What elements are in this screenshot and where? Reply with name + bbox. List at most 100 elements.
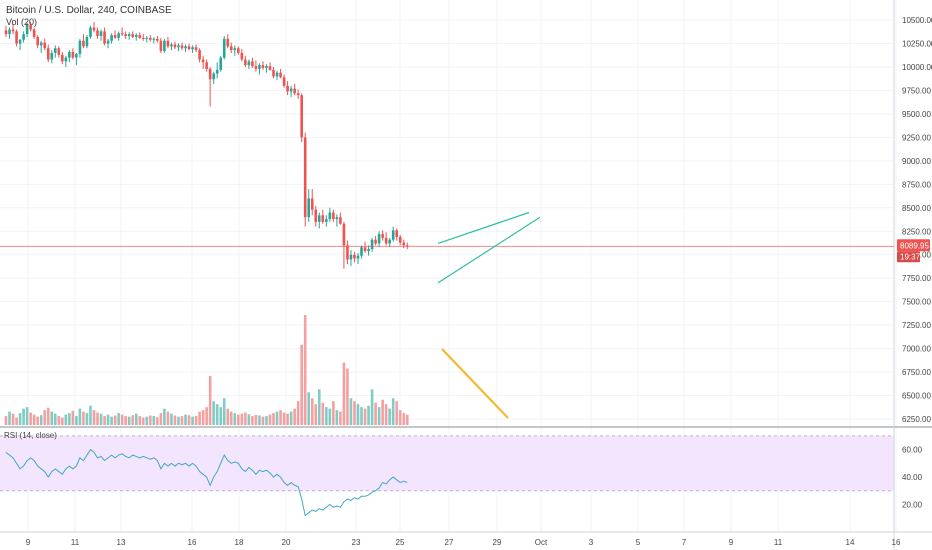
volume-bar [328, 408, 332, 425]
wedge-lower-trendline[interactable] [437, 216, 541, 284]
candle-body [222, 38, 226, 58]
volume-bar [68, 413, 71, 425]
volume-bar [300, 344, 303, 425]
candle-body [124, 34, 127, 37]
candle-body [18, 39, 22, 44]
price-tick-label: 10250.00 [902, 40, 932, 49]
candle-body [184, 46, 187, 49]
volume-bar [184, 414, 187, 425]
candle-body [85, 36, 89, 47]
rsi-indicator-label[interactable]: RSI (14, close) [4, 431, 57, 440]
candle-body [32, 29, 36, 37]
candle-body [244, 59, 247, 66]
volume-bar [149, 415, 152, 425]
volume-bar [398, 410, 402, 425]
candle-body [405, 245, 409, 247]
volume-bar [244, 412, 247, 425]
volume-bar [363, 408, 367, 425]
wedge-upper-trendline[interactable] [437, 211, 530, 245]
price-tick-label: 9500.00 [902, 110, 931, 119]
rsi-axis[interactable]: 60.00 40.00 20.00 [902, 446, 923, 510]
volume-bar [78, 408, 82, 425]
time-tick-label: 25 [396, 538, 405, 547]
candle-body [61, 54, 64, 62]
volume-bar [237, 414, 240, 425]
candle-body [152, 38, 156, 40]
volume-bar [187, 415, 191, 425]
volume-bar [233, 413, 237, 425]
candle-body [166, 40, 170, 47]
volume-bar [180, 416, 184, 425]
volume-bar [272, 413, 275, 425]
volume-bar [310, 398, 314, 425]
candle-body [307, 198, 311, 218]
volume-bar [314, 404, 318, 425]
candle-body [317, 215, 321, 222]
price-axis[interactable]: 10500.00 10250.00 10000.00 9750.00 9500.00 92… [902, 16, 932, 424]
countdown-box [897, 251, 920, 263]
price-tick-label: 6500.00 [902, 392, 931, 401]
volume-trendline[interactable] [441, 348, 509, 419]
candle-body [208, 68, 212, 80]
volume-bar [275, 411, 279, 425]
volume-bar [92, 410, 96, 425]
candle-body [64, 57, 68, 62]
candle-body [268, 66, 272, 70]
candle-body [149, 37, 152, 40]
candle-body [346, 245, 349, 260]
candle-body [205, 62, 208, 69]
candle-body [342, 223, 346, 246]
volume-bar [356, 404, 360, 425]
volume-bar [212, 401, 215, 425]
symbol-title[interactable]: Bitcoin / U.S. Dollar, 240, COINBASE [6, 5, 172, 16]
candle-body [381, 234, 384, 238]
candle-body [335, 217, 339, 220]
candle-body [177, 45, 180, 48]
time-tick-label: 23 [352, 538, 361, 547]
time-tick-label: Oct [535, 538, 548, 547]
candle-body [110, 35, 113, 41]
candle-body [170, 44, 173, 47]
volume-bar [32, 414, 36, 425]
volume-bar [282, 412, 286, 425]
time-axis[interactable]: 9 11 13 16 18 20 23 25 27 29 Oct 3 5 7 9 11 14 16 [26, 538, 901, 547]
candle-body [388, 239, 391, 244]
volume-bar [215, 404, 219, 425]
volume-bar [335, 410, 339, 425]
volume-bar [229, 411, 233, 425]
volume-bar [286, 413, 289, 425]
price-tick-label: 7250.00 [902, 321, 931, 330]
candle-body [43, 42, 47, 49]
candle-body [215, 69, 219, 74]
candle-body [363, 247, 367, 251]
volume-bar [22, 408, 25, 425]
drawing-tools[interactable] [437, 211, 541, 419]
volume-bar [36, 416, 39, 425]
time-tick-label: 9 [26, 538, 31, 547]
rsi-tick-label: 60.00 [902, 446, 923, 455]
volume-bar [289, 411, 293, 425]
candle-body [50, 52, 54, 60]
volume-bar [117, 413, 120, 425]
volume-bar [395, 401, 399, 425]
candle-body [300, 95, 303, 138]
candle-body [229, 46, 233, 51]
price-tick-label: 7500.00 [902, 298, 931, 307]
volume-bar [82, 411, 85, 425]
current-price-box [897, 239, 930, 252]
volume-bar [367, 405, 370, 425]
price-tick-label: 9250.00 [902, 133, 931, 142]
candle-body [113, 35, 117, 38]
volume-bar [4, 416, 8, 425]
current-price-label: 8089.95 [900, 241, 929, 250]
candle-body [251, 61, 254, 67]
volume-indicator-label[interactable]: Vol (20) [6, 17, 37, 27]
candle-body [4, 30, 8, 35]
volume-bar [85, 413, 89, 425]
volume-bar [145, 416, 149, 425]
volume-bar [360, 407, 363, 425]
candle-body [265, 66, 268, 68]
candle-body [339, 217, 342, 224]
candle-body [377, 234, 381, 244]
